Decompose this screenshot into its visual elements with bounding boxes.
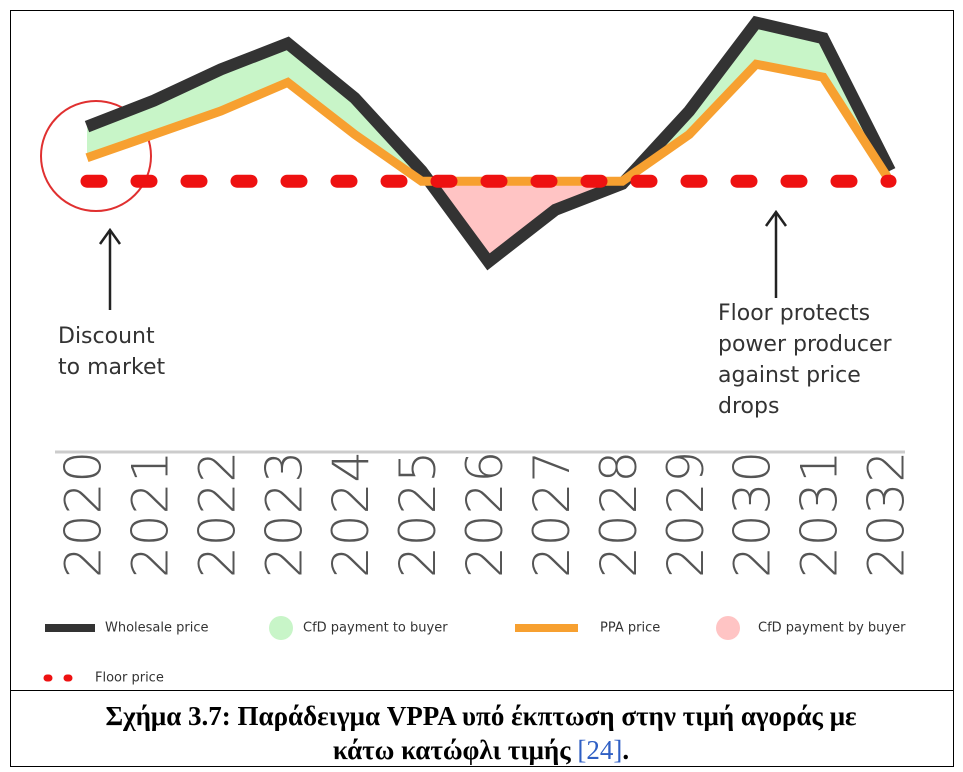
x-tick-label: 2030: [724, 451, 782, 578]
arrows: [98, 209, 788, 310]
arrow-head: [764, 209, 788, 227]
legend-label: CfD payment by buyer: [758, 621, 906, 636]
arrow-head: [98, 227, 122, 245]
x-tick-label: 2031: [791, 451, 849, 578]
annotation: Discount: [58, 324, 155, 349]
caption: κάτω κατώφλι τιμής [24].: [333, 735, 629, 765]
annotation: against price: [718, 363, 861, 388]
x-tick-label: 2020: [55, 451, 113, 578]
x-tick-label: 2032: [858, 451, 916, 578]
x-tick-label: 2025: [389, 451, 447, 578]
caption: Σχήμα 3.7: Παράδειγμα VPPA υπό έκπτωση σ…: [105, 701, 856, 731]
highlight-circle: [40, 100, 152, 212]
caption-text: Σχήμα 3.7: Παράδειγμα VPPA υπό έκπτωση σ…: [105, 701, 856, 731]
x-tick-label: 2027: [523, 451, 581, 578]
x-tick-label: 2029: [657, 451, 715, 578]
series-line: [84, 15, 896, 271]
caption-text: .: [622, 735, 629, 765]
legend-label: Wholesale price: [105, 621, 209, 636]
legend-label: Floor price: [95, 671, 164, 686]
x-tick-label: 2026: [456, 451, 514, 578]
plot: 2020 2021 2022 2023 2024 2025 2026 2027 2028 2029…: [43, 15, 916, 686]
legend-label: CfD payment to buyer: [303, 621, 448, 636]
x-tick-label: 2023: [255, 451, 313, 578]
legend-label: PPA price: [600, 621, 660, 636]
citation: [24]: [577, 735, 622, 765]
caption-text: κάτω κατώφλι τιμής: [333, 735, 571, 765]
annotation: to market: [58, 355, 166, 380]
annotation: power producer: [718, 332, 893, 357]
annotation: Floor protects: [718, 301, 870, 326]
x-tick-label: 2021: [121, 451, 179, 578]
x-tick-label: 2028: [590, 451, 648, 578]
x-tick-label: 2022: [188, 451, 246, 578]
legend-swatch: [716, 616, 740, 640]
legend-swatch: [269, 616, 293, 640]
annotation: drops: [718, 394, 779, 419]
x-tick-label: 2024: [322, 451, 380, 578]
